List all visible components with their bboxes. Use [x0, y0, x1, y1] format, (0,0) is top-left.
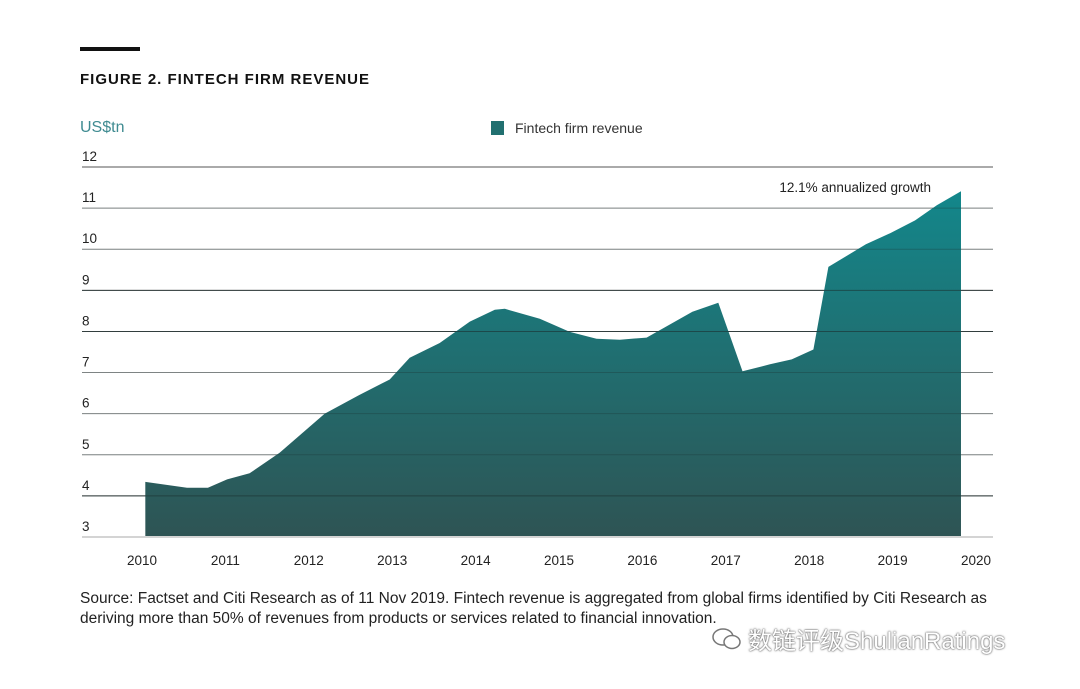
watermark: 数链评级ShulianRatings: [712, 621, 1005, 656]
title-accent-bar: [80, 47, 140, 51]
growth-annotation: 12.1% annualized growth: [779, 180, 931, 195]
y-tick-label: 10: [82, 231, 97, 246]
y-tick-label: 11: [82, 190, 96, 205]
x-tick-label: 2014: [461, 553, 492, 568]
x-tick-label: 2010: [127, 553, 157, 568]
area-series-fintech-revenue: [145, 191, 962, 537]
y-tick-label: 5: [82, 437, 90, 452]
source-note: Source: Factset and Citi Research as of …: [80, 590, 987, 627]
y-tick-label: 8: [82, 313, 90, 328]
legend-label: Fintech firm revenue: [515, 120, 643, 136]
x-tick-label: 2020: [961, 553, 991, 568]
y-tick-label: 12: [82, 149, 97, 164]
y-tick-label: 7: [82, 355, 90, 370]
x-tick-label: 2017: [711, 553, 741, 568]
legend: Fintech firm revenue: [491, 120, 643, 136]
y-tick-label: 6: [82, 396, 90, 411]
legend-swatch: [491, 121, 504, 135]
x-tick-label: 2019: [878, 553, 908, 568]
x-tick-label: 2013: [377, 553, 407, 568]
x-tick-label: 2018: [794, 553, 824, 568]
x-tick-label: 2016: [627, 553, 657, 568]
watermark-text: 数链评级ShulianRatings: [748, 628, 1006, 655]
x-tick-label: 2012: [294, 553, 324, 568]
x-tick-label: 2015: [544, 553, 574, 568]
y-tick-label: 4: [82, 478, 90, 493]
y-axis-label: US$tn: [80, 119, 125, 136]
y-tick-label: 3: [82, 519, 90, 534]
wechat-icon: [712, 627, 741, 649]
x-tick-label: 2011: [211, 553, 240, 568]
figure-title: FIGURE 2. FINTECH FIRM REVENUE: [80, 71, 371, 88]
y-tick-label: 9: [82, 272, 90, 287]
